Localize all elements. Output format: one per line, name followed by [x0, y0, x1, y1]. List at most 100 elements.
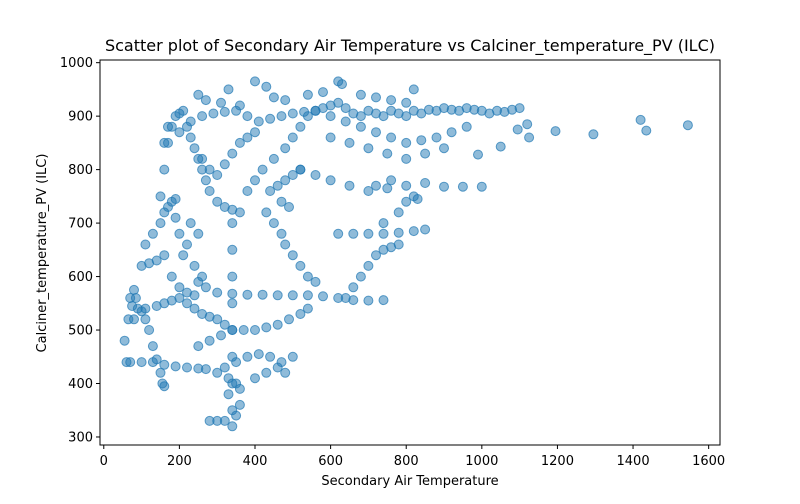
data-point	[371, 92, 381, 103]
data-point	[159, 381, 170, 392]
data-point	[378, 218, 389, 229]
data-point	[284, 314, 294, 325]
data-point	[261, 367, 272, 378]
data-point	[401, 137, 412, 148]
data-point	[250, 175, 260, 186]
data-point	[280, 175, 291, 186]
y-tick-label: 400	[68, 377, 93, 392]
data-point	[287, 250, 298, 261]
data-point	[136, 357, 147, 368]
data-point	[204, 415, 215, 426]
data-point	[151, 255, 162, 266]
data-point	[310, 170, 321, 180]
data-point	[268, 153, 279, 164]
data-point	[280, 367, 291, 378]
data-point	[420, 178, 431, 188]
data-point	[512, 124, 523, 135]
data-point	[420, 224, 431, 235]
data-point	[261, 207, 272, 218]
data-point	[231, 378, 242, 389]
data-point	[253, 349, 264, 360]
data-point	[265, 186, 276, 196]
data-point	[261, 322, 272, 333]
data-point	[514, 103, 525, 114]
data-point	[382, 183, 393, 194]
y-tick-label: 800	[68, 163, 93, 178]
data-point	[261, 81, 272, 92]
data-point	[348, 282, 359, 293]
data-point	[371, 127, 381, 138]
data-point	[340, 293, 351, 303]
data-point	[412, 194, 423, 204]
x-axis: 0 200 400 600 800 1000 1200 1400 1600	[100, 445, 725, 469]
data-point	[461, 121, 472, 132]
data-point	[242, 351, 253, 362]
data-point	[337, 79, 347, 90]
data-point	[189, 303, 200, 314]
x-axis-title: Secondary Air Temperature	[321, 474, 498, 489]
data-point	[355, 121, 366, 132]
data-point	[635, 114, 646, 125]
data-point	[219, 319, 230, 330]
data-point	[193, 228, 204, 239]
data-point	[393, 227, 404, 238]
data-point	[250, 76, 260, 87]
x-tick-label: 1000	[465, 454, 498, 469]
data-point	[363, 228, 374, 239]
data-point	[524, 132, 535, 143]
data-point	[227, 218, 238, 229]
data-point	[147, 357, 158, 368]
data-point	[355, 271, 366, 282]
data-point	[204, 164, 215, 175]
data-point	[682, 120, 693, 131]
data-point	[234, 399, 245, 410]
data-point	[318, 291, 328, 302]
data-point	[439, 143, 449, 154]
data-point	[216, 330, 226, 341]
data-point	[325, 175, 336, 186]
data-point	[227, 288, 238, 299]
data-point	[348, 228, 359, 239]
data-point	[401, 111, 412, 122]
data-point	[287, 290, 298, 301]
data-point	[302, 290, 313, 301]
data-point	[340, 103, 351, 114]
data-point	[234, 100, 245, 111]
data-point	[166, 271, 177, 282]
data-point	[457, 181, 468, 192]
data-point	[197, 153, 208, 164]
data-point	[219, 106, 230, 117]
data-point	[265, 351, 276, 362]
data-point	[401, 196, 412, 207]
data-point	[159, 359, 170, 370]
data-point	[401, 180, 412, 191]
data-point	[355, 111, 366, 122]
data-point	[420, 148, 431, 159]
data-point	[159, 250, 170, 261]
data-point	[227, 271, 238, 282]
data-point	[268, 92, 279, 103]
data-point	[431, 132, 442, 143]
data-point	[355, 89, 366, 100]
data-point	[159, 164, 170, 175]
data-point	[276, 228, 287, 239]
data-point	[227, 148, 238, 159]
data-point	[363, 143, 374, 154]
data-point	[302, 271, 313, 282]
x-tick-label: 600	[318, 454, 343, 469]
data-point	[170, 212, 181, 223]
plot-area-frame	[99, 59, 721, 446]
y-tick-label: 900	[68, 110, 93, 125]
data-point	[333, 228, 344, 239]
data-point	[325, 111, 336, 122]
data-point	[287, 108, 298, 119]
data-point	[212, 196, 223, 207]
data-point	[182, 362, 192, 373]
data-point	[185, 132, 196, 143]
data-point	[333, 97, 344, 108]
data-point	[144, 325, 155, 335]
data-point	[212, 170, 223, 180]
data-point	[170, 194, 181, 204]
data-point	[129, 284, 139, 295]
